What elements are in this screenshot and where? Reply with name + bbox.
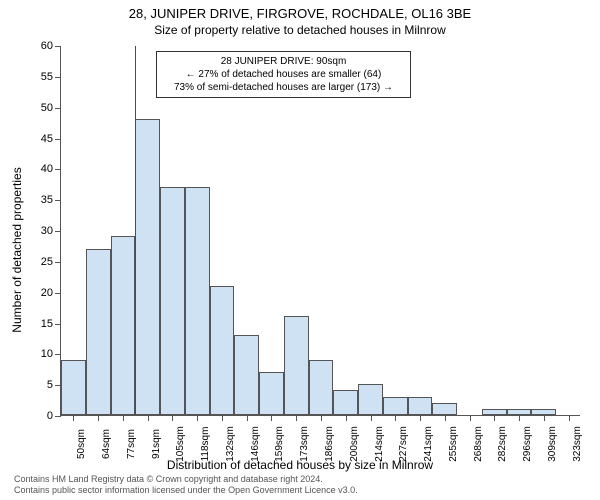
y-tick (55, 108, 61, 109)
histogram-bar (408, 397, 433, 416)
histogram-bar (432, 403, 457, 415)
x-tick (172, 415, 173, 421)
histogram-bar (284, 316, 309, 415)
footnote: Contains HM Land Registry data © Crown c… (14, 474, 358, 496)
x-tick (371, 415, 372, 421)
y-tick-label: 20 (27, 287, 53, 299)
y-tick-label: 15 (27, 318, 53, 330)
x-tick-label: 146sqm (250, 426, 261, 462)
x-tick (247, 415, 248, 421)
y-tick-label: 60 (27, 40, 53, 52)
footnote-line1: Contains HM Land Registry data © Crown c… (14, 474, 358, 485)
y-tick-label: 40 (27, 163, 53, 175)
x-tick (346, 415, 347, 421)
x-tick-label: 105sqm (175, 426, 186, 462)
x-tick-label: 282sqm (497, 426, 508, 462)
x-tick (494, 415, 495, 421)
histogram-bar (333, 390, 358, 415)
x-tick-label: 159sqm (274, 426, 285, 462)
y-tick (55, 354, 61, 355)
x-tick (222, 415, 223, 421)
histogram-bar (309, 360, 334, 416)
y-tick (55, 262, 61, 263)
plot-area: 28 JUNIPER DRIVE: 90sqm ← 27% of detache… (60, 46, 580, 416)
y-tick (55, 77, 61, 78)
x-tick-label: 296sqm (522, 426, 533, 462)
x-tick-label: 91sqm (151, 429, 162, 459)
chart-container: 28, JUNIPER DRIVE, FIRGROVE, ROCHDALE, O… (0, 0, 600, 500)
y-tick (55, 139, 61, 140)
x-tick-label: 323sqm (572, 426, 583, 462)
x-tick-label: 173sqm (299, 426, 310, 462)
x-tick-label: 227sqm (398, 426, 409, 462)
x-tick-label: 200sqm (349, 426, 360, 462)
histogram-bar (358, 384, 383, 415)
histogram-bar (259, 372, 284, 415)
y-tick-label: 5 (27, 379, 53, 391)
x-tick-label: 64sqm (101, 429, 112, 459)
x-tick (470, 415, 471, 421)
histogram-bar (61, 360, 86, 416)
y-tick (55, 169, 61, 170)
annotation-line2: ← 27% of detached houses are smaller (64… (163, 68, 404, 81)
x-tick (296, 415, 297, 421)
x-tick-label: 268sqm (473, 426, 484, 462)
y-tick-label: 55 (27, 71, 53, 83)
x-tick (519, 415, 520, 421)
y-tick-label: 35 (27, 194, 53, 206)
histogram-bar (234, 335, 259, 415)
x-tick-label: 241sqm (423, 426, 434, 462)
x-tick-label: 214sqm (374, 426, 385, 462)
chart-title: 28, JUNIPER DRIVE, FIRGROVE, ROCHDALE, O… (0, 0, 600, 21)
x-tick-label: 186sqm (324, 426, 335, 462)
x-tick-label: 118sqm (200, 427, 211, 462)
chart-subtitle: Size of property relative to detached ho… (0, 21, 600, 37)
histogram-bar (111, 236, 136, 415)
x-tick-label: 50sqm (76, 429, 87, 459)
histogram-bar (135, 119, 160, 415)
x-tick (148, 415, 149, 421)
x-tick (321, 415, 322, 421)
x-tick (420, 415, 421, 421)
annotation-line1: 28 JUNIPER DRIVE: 90sqm (163, 55, 404, 68)
y-tick (55, 293, 61, 294)
x-tick (197, 415, 198, 421)
y-tick (55, 46, 61, 47)
x-tick (98, 415, 99, 421)
x-tick (395, 415, 396, 421)
x-tick (544, 415, 545, 421)
annotation-line3: 73% of semi-detached houses are larger (… (163, 81, 404, 94)
x-tick (445, 415, 446, 421)
y-tick-label: 30 (27, 225, 53, 237)
x-tick (569, 415, 570, 421)
x-axis-label: Distribution of detached houses by size … (0, 458, 600, 472)
x-tick (123, 415, 124, 421)
x-tick-label: 132sqm (225, 426, 236, 462)
x-tick (73, 415, 74, 421)
histogram-bar (160, 187, 185, 415)
y-tick (55, 200, 61, 201)
y-tick (55, 231, 61, 232)
x-tick-label: 309sqm (547, 426, 558, 462)
y-axis-label: Number of detached properties (10, 167, 24, 332)
y-tick (55, 324, 61, 325)
histogram-bar (185, 187, 210, 415)
histogram-bar (86, 249, 111, 416)
annotation-box: 28 JUNIPER DRIVE: 90sqm ← 27% of detache… (156, 51, 411, 98)
y-tick-label: 25 (27, 256, 53, 268)
y-tick-label: 50 (27, 102, 53, 114)
histogram-bar (210, 286, 235, 416)
y-tick-label: 45 (27, 133, 53, 145)
y-tick (55, 416, 61, 417)
footnote-line2: Contains public sector information licen… (14, 485, 358, 496)
y-tick-label: 0 (27, 410, 53, 422)
x-tick-label: 255sqm (448, 426, 459, 462)
y-tick-label: 10 (27, 348, 53, 360)
x-tick-label: 77sqm (126, 429, 137, 459)
reference-line (135, 46, 136, 415)
histogram-bar (383, 397, 408, 416)
x-tick (271, 415, 272, 421)
